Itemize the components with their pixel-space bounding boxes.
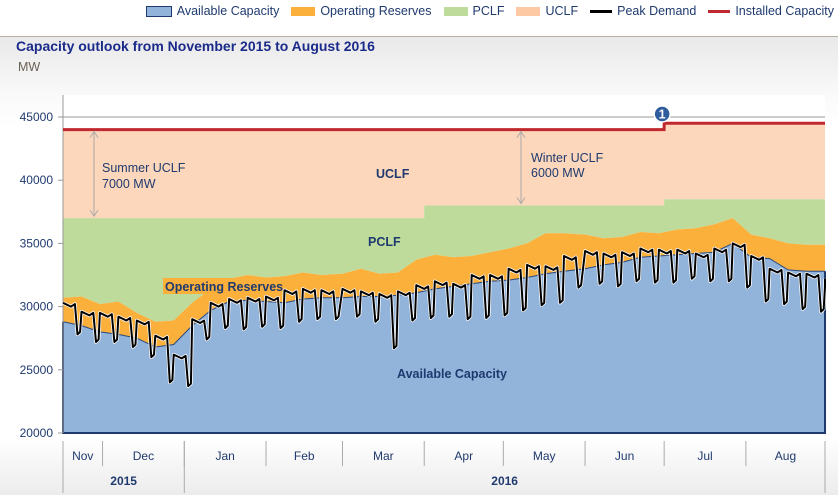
legend-swatch [443, 6, 468, 16]
legend-swatch [590, 9, 613, 13]
legend-label: UCLF [545, 4, 579, 18]
pclf-area [63, 199, 825, 322]
year-label: 2016 [491, 474, 518, 488]
operating-reserves-label: Operating Reserves [165, 280, 283, 294]
y-axis-unit: MW [18, 60, 41, 74]
marker-1-label: 1 [659, 108, 666, 122]
marker-1-circle [653, 105, 671, 123]
legend-item: Peak Demand [590, 4, 696, 18]
y-tick-label: 40000 [20, 173, 54, 187]
summer-uclf-annotation: 7000 MW [102, 177, 156, 191]
legend-item: Operating Reserves [291, 4, 432, 18]
available-capacity-area [63, 243, 825, 433]
peak-demand-line [62, 242, 826, 388]
legend-label: Available Capacity [176, 4, 280, 18]
y-tick-label: 45000 [20, 110, 54, 124]
legend-item: Available Capacity [145, 4, 280, 18]
legend-label: Installed Capacity [735, 4, 834, 18]
y-tick-label: 30000 [20, 300, 54, 314]
chart-title: Capacity outlook from November 2015 to A… [16, 38, 375, 54]
pclf-label: PCLF [368, 235, 401, 249]
winter-uclf-annotation: 6000 MW [531, 166, 585, 180]
legend-swatch [516, 6, 541, 16]
winter-uclf-annotation: Winter UCLF [531, 151, 604, 165]
month-label: Jul [697, 449, 712, 463]
y-tick-label: 20000 [20, 426, 54, 440]
legend-swatch [708, 9, 731, 13]
uclf-label: UCLF [376, 167, 410, 181]
legend-label: Operating Reserves [320, 4, 432, 18]
year-label: 2015 [110, 474, 137, 488]
y-tick-label: 35000 [20, 236, 54, 250]
month-label: Jan [215, 449, 234, 463]
month-label: May [533, 449, 556, 463]
legend-item: PCLF [443, 4, 505, 18]
month-label: Mar [373, 449, 394, 463]
month-label: Nov [72, 449, 93, 463]
legend-label: Peak Demand [617, 4, 697, 18]
y-tick-label: 25000 [20, 363, 54, 377]
month-label: Jun [615, 449, 634, 463]
operating-reserves-label-bg [163, 278, 279, 294]
available-capacity-label: Available Capacity [397, 367, 507, 381]
legend-item: UCLF [516, 4, 578, 18]
legend: Available Capacity Operating Reserves PCLF… [145, 4, 834, 18]
month-label: Apr [454, 449, 473, 463]
summer-uclf-arrow-heads [89, 130, 99, 218]
legend-item: Installed Capacity [708, 4, 834, 18]
winter-uclf-arrow-heads [516, 130, 526, 205]
legend-swatch [291, 6, 316, 16]
month-label: Dec [133, 449, 154, 463]
legend-label: PCLF [472, 4, 505, 18]
installed-capacity-line [63, 121, 825, 132]
summer-uclf-annotation: Summer UCLF [102, 161, 186, 175]
month-label: Feb [294, 449, 315, 463]
legend-swatch [145, 5, 172, 17]
uclf-area [63, 123, 825, 219]
month-label: Aug [775, 449, 796, 463]
